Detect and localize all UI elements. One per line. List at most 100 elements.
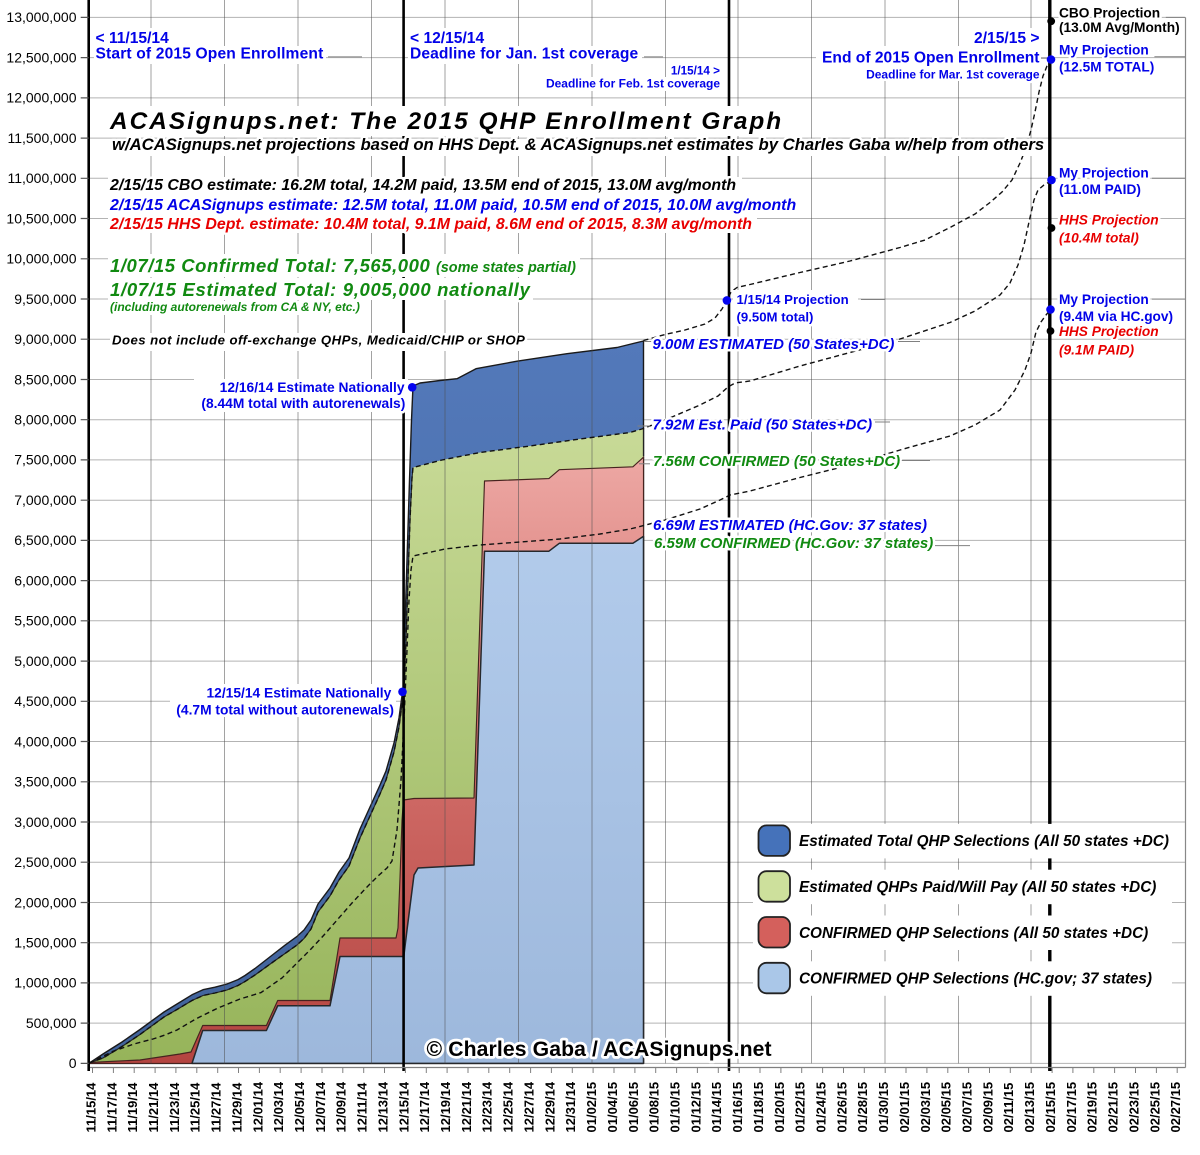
svg-text:12/01/14: 12/01/14 [250, 1081, 265, 1132]
svg-text:5,500,000: 5,500,000 [14, 613, 76, 629]
svg-text:12/25/14: 12/25/14 [501, 1081, 516, 1132]
svg-text:My Projection: My Projection [1059, 42, 1149, 57]
svg-text:HHS Projection: HHS Projection [1059, 213, 1159, 228]
svg-text:7.56M CONFIRMED (50 States+DC): 7.56M CONFIRMED (50 States+DC) [653, 453, 900, 470]
svg-text:9.00M ESTIMATED (50 States+DC): 9.00M ESTIMATED (50 States+DC) [653, 336, 895, 353]
svg-text:CBO Projection: CBO Projection [1059, 6, 1160, 21]
svg-text:01/04/15: 01/04/15 [605, 1082, 620, 1133]
svg-text:10,500,000: 10,500,000 [6, 210, 76, 226]
svg-text:CONFIRMED QHP Selections (All: CONFIRMED QHP Selections (All 50 states … [799, 925, 1148, 942]
svg-text:< 11/15/14: < 11/15/14 [96, 30, 170, 47]
svg-text:(8.44M total with autorenewals: (8.44M total with autorenewals) [201, 396, 405, 411]
svg-text:1/07/15 Estimated Total: 9,005: 1/07/15 Estimated Total: 9,005,000 natio… [110, 279, 532, 300]
svg-text:01/12/15: 01/12/15 [688, 1082, 703, 1133]
svg-text:6,500,000: 6,500,000 [14, 532, 76, 548]
svg-text:12/11/14: 12/11/14 [355, 1082, 370, 1133]
svg-text:© Charles Gaba / ACASignups.ne: © Charles Gaba / ACASignups.net [427, 1038, 772, 1061]
svg-text:HHS Projection: HHS Projection [1059, 324, 1159, 339]
svg-text:(9.4M via HC.gov): (9.4M via HC.gov) [1059, 309, 1173, 324]
svg-text:1/15/14 Projection: 1/15/14 Projection [737, 292, 849, 307]
svg-text:(4.7M total without autorenewa: (4.7M total without autorenewals) [176, 703, 394, 718]
svg-text:Estimated Total QHP Selections: Estimated Total QHP Selections (All 50 s… [799, 833, 1169, 850]
svg-text:End of 2015 Open Enrollment: End of 2015 Open Enrollment [822, 49, 1039, 66]
svg-text:02/27/15: 02/27/15 [1168, 1082, 1183, 1133]
svg-text:13,000,000: 13,000,000 [6, 9, 76, 25]
svg-text:CONFIRMED QHP Selections (HC.g: CONFIRMED QHP Selections (HC.gov; 37 sta… [799, 971, 1152, 988]
svg-text:3,500,000: 3,500,000 [14, 774, 76, 790]
svg-text:2/15/15 HHS Dept. estimate: 10: 2/15/15 HHS Dept. estimate: 10.4M total,… [109, 216, 752, 233]
svg-text:(9.50M total): (9.50M total) [737, 310, 814, 325]
svg-text:11/21/14: 11/21/14 [146, 1082, 161, 1133]
svg-text:02/11/15: 02/11/15 [1001, 1083, 1016, 1133]
svg-text:0: 0 [69, 1055, 77, 1071]
svg-text:11,500,000: 11,500,000 [7, 130, 76, 146]
svg-text:12/16/14 Estimate Nationally: 12/16/14 Estimate Nationally [220, 380, 405, 395]
svg-text:(13.0M Avg/Month): (13.0M Avg/Month) [1059, 20, 1180, 35]
svg-text:1,500,000: 1,500,000 [14, 935, 76, 951]
svg-text:3,000,000: 3,000,000 [14, 814, 76, 830]
svg-text:12/13/14: 12/13/14 [375, 1081, 390, 1132]
svg-text:6.59M CONFIRMED (HC.Gov: 37 st: 6.59M CONFIRMED (HC.Gov: 37 states) [654, 535, 933, 552]
svg-text:02/21/15: 02/21/15 [1106, 1082, 1121, 1133]
svg-text:02/01/15: 02/01/15 [897, 1082, 912, 1133]
svg-text:12/15/14 Estimate Nationally: 12/15/14 Estimate Nationally [206, 686, 391, 701]
svg-text:01/30/15: 01/30/15 [876, 1082, 891, 1133]
svg-text:01/24/15: 01/24/15 [814, 1082, 829, 1133]
svg-text:02/25/15: 02/25/15 [1147, 1082, 1162, 1133]
svg-text:01/06/15: 01/06/15 [626, 1082, 641, 1133]
svg-text:02/09/15: 02/09/15 [980, 1082, 995, 1133]
svg-text:(12.5M TOTAL): (12.5M TOTAL) [1059, 60, 1154, 75]
svg-text:(9.1M PAID): (9.1M PAID) [1059, 343, 1134, 358]
svg-text:ACASignups.net: The 2015 QHP E: ACASignups.net: The 2015 QHP Enrollment … [109, 108, 783, 135]
svg-text:11/27/14: 11/27/14 [209, 1082, 224, 1133]
svg-text:2/15/15 CBO estimate: 16.2M to: 2/15/15 CBO estimate: 16.2M total, 14.2M… [109, 177, 736, 194]
svg-text:9,500,000: 9,500,000 [14, 291, 76, 307]
svg-text:12/15/14: 12/15/14 [396, 1081, 411, 1132]
svg-text:7.92M Est. Paid (50 States+DC): 7.92M Est. Paid (50 States+DC) [653, 417, 873, 434]
svg-text:12/09/14: 12/09/14 [334, 1081, 349, 1132]
svg-text:Deadline for Jan. 1st coverage: Deadline for Jan. 1st coverage [410, 46, 639, 63]
svg-text:Start of 2015 Open Enrollment: Start of 2015 Open Enrollment [96, 46, 324, 63]
svg-text:(10.4M total): (10.4M total) [1059, 231, 1139, 246]
svg-text:< 12/15/14: < 12/15/14 [410, 30, 484, 47]
svg-text:12/31/14: 12/31/14 [563, 1081, 578, 1132]
svg-text:11/23/14: 11/23/14 [167, 1082, 182, 1133]
svg-text:01/10/15: 01/10/15 [668, 1082, 683, 1133]
svg-text:11,000,000: 11,000,000 [7, 170, 76, 186]
svg-text:11/25/14: 11/25/14 [188, 1082, 203, 1133]
svg-text:12/05/14: 12/05/14 [292, 1081, 307, 1132]
svg-text:4,500,000: 4,500,000 [14, 693, 76, 709]
svg-text:1/07/15 Confirmed Total: 7,565: 1/07/15 Confirmed Total: 7,565,000 (some… [110, 255, 576, 276]
svg-text:01/28/15: 01/28/15 [855, 1082, 870, 1133]
svg-text:11/29/14: 11/29/14 [229, 1082, 244, 1133]
svg-text:9,000,000: 9,000,000 [14, 331, 76, 347]
svg-text:6,000,000: 6,000,000 [14, 572, 76, 588]
svg-text:12/29/14: 12/29/14 [542, 1081, 557, 1132]
svg-text:02/05/15: 02/05/15 [939, 1082, 954, 1133]
svg-text:Deadline for Mar. 1st coverage: Deadline for Mar. 1st coverage [866, 68, 1040, 82]
svg-text:02/17/15: 02/17/15 [1064, 1082, 1079, 1133]
svg-text:4,000,000: 4,000,000 [14, 733, 76, 749]
svg-text:Does not include off-exchange: Does not include off-exchange QHPs, Medi… [112, 333, 525, 348]
svg-text:2,500,000: 2,500,000 [14, 854, 76, 870]
svg-text:500,000: 500,000 [26, 1015, 77, 1031]
svg-text:01/18/15: 01/18/15 [751, 1082, 766, 1133]
svg-text:12/27/14: 12/27/14 [522, 1081, 537, 1132]
svg-text:(11.0M PAID): (11.0M PAID) [1059, 182, 1141, 197]
svg-text:10,000,000: 10,000,000 [6, 251, 76, 267]
svg-text:02/19/15: 02/19/15 [1085, 1082, 1100, 1133]
svg-text:12/19/14: 12/19/14 [438, 1081, 453, 1132]
svg-text:12/03/14: 12/03/14 [271, 1081, 286, 1132]
svg-text:12/21/14: 12/21/14 [459, 1081, 474, 1132]
svg-text:12/07/14: 12/07/14 [313, 1081, 328, 1132]
svg-text:(including autorenewals from C: (including autorenewals from CA & NY, et… [110, 300, 360, 314]
svg-text:02/07/15: 02/07/15 [960, 1082, 975, 1133]
svg-text:1/15/14 >: 1/15/14 > [671, 65, 720, 78]
svg-text:11/15/14: 11/15/14 [83, 1082, 98, 1133]
svg-text:02/15/15: 02/15/15 [1043, 1082, 1058, 1133]
svg-text:01/22/15: 01/22/15 [793, 1082, 808, 1133]
svg-text:11/17/14: 11/17/14 [104, 1082, 119, 1133]
svg-text:My Projection: My Projection [1059, 166, 1149, 181]
svg-text:5,000,000: 5,000,000 [14, 653, 76, 669]
svg-text:12,500,000: 12,500,000 [6, 49, 76, 65]
